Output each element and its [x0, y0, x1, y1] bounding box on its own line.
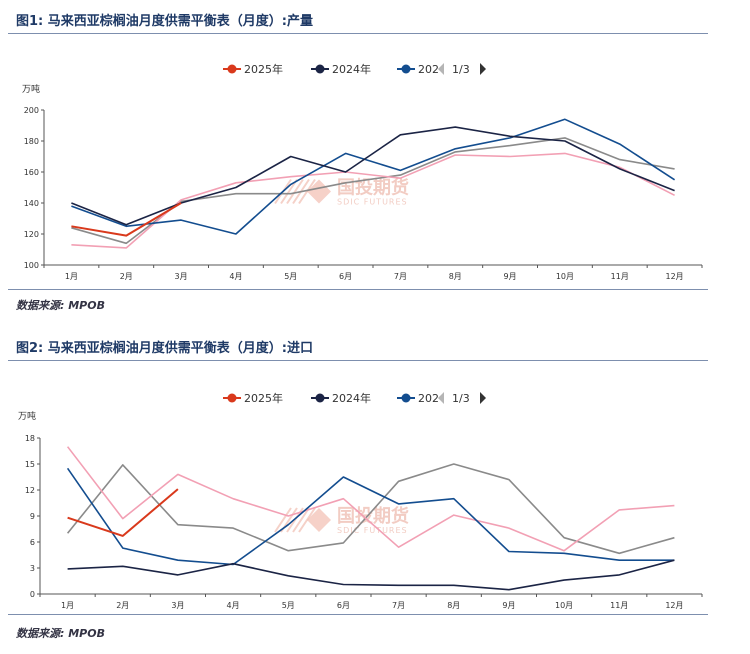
source-rule	[8, 614, 708, 615]
watermark-logo-icon	[307, 179, 331, 204]
watermark-text: 国投期货	[337, 177, 409, 199]
legend-label: 2025年	[244, 391, 283, 405]
watermark-stripe	[286, 178, 304, 205]
axes: 100 120 140 160 180 200 1月 2月 3月 4月 5月 6月 7月 8月 9月 10月 1…	[24, 106, 703, 281]
series-line	[67, 488, 179, 537]
series-line	[66, 467, 675, 566]
y-tick-label: 180	[24, 137, 39, 146]
legend-page: 1/3	[452, 63, 470, 76]
legend: 2025年 2024年 202 1/3	[223, 391, 486, 405]
watermark-stripe	[274, 507, 292, 533]
legend-marker	[401, 393, 411, 403]
legend-marker	[315, 64, 325, 74]
x-tick-label: 12月	[665, 601, 683, 610]
x-tick-label: 6月	[337, 601, 350, 610]
x-tick-label: 1月	[65, 272, 78, 281]
y-tick-label: 12	[25, 486, 35, 495]
series-line	[67, 559, 675, 591]
x-tick-label: 2月	[120, 272, 133, 281]
legend-prev-icon[interactable]	[438, 63, 444, 75]
x-tick-label: 4月	[229, 272, 242, 281]
watermark-subtext: SDIC FUTURES	[337, 526, 408, 535]
y-tick-label: 200	[24, 106, 39, 115]
legend-next-icon[interactable]	[480, 63, 486, 75]
legend-label: 202	[418, 392, 439, 405]
x-tick-label: 5月	[282, 601, 295, 610]
y-tick-label: 0	[30, 590, 35, 599]
legend-item[interactable]: 202	[397, 392, 439, 405]
y-tick-label: 120	[24, 230, 39, 239]
legend-page: 1/3	[452, 392, 470, 405]
legend-marker	[315, 393, 325, 403]
x-tick-label: 11月	[611, 272, 629, 281]
x-tick-label: 12月	[665, 272, 683, 281]
x-tick-label: 2月	[116, 601, 129, 610]
x-tick-label: 8月	[449, 272, 462, 281]
y-tick-label: 160	[24, 168, 39, 177]
x-tick-label: 10月	[556, 272, 574, 281]
title-rule	[8, 360, 708, 361]
watermark-text: 国投期货	[337, 505, 409, 527]
x-tick-label: 9月	[504, 272, 517, 281]
legend-item[interactable]: 202	[397, 63, 439, 76]
y-unit-label: 万吨	[22, 83, 40, 95]
y-tick-label: 18	[25, 434, 35, 443]
x-tick-label: 3月	[175, 272, 188, 281]
x-tick-label: 8月	[447, 601, 460, 610]
x-tick-label: 6月	[339, 272, 352, 281]
legend-item[interactable]: 2025年	[223, 62, 283, 76]
source-note: 数据来源: MPOB	[16, 627, 105, 640]
legend-label: 2024年	[332, 62, 371, 76]
x-tick-label: 9月	[502, 601, 515, 610]
x-tick-label: 4月	[227, 601, 240, 610]
x-tick-label: 11月	[610, 601, 628, 610]
figure-production: 图1: 马来西亚棕榈油月度供需平衡表（月度）:产量 2025年 2024年 202 1…	[8, 14, 708, 312]
axes: 0 3 6 9 12 15 18 1月 2月 3月 4月 5月 6月 7月 8月 9月 10月 11月 12月	[25, 434, 703, 610]
y-tick-label: 140	[24, 199, 39, 208]
watermark-stripe	[280, 178, 298, 205]
x-tick-label: 7月	[394, 272, 407, 281]
legend-next-icon[interactable]	[480, 392, 486, 404]
legend-prev-icon[interactable]	[438, 392, 444, 404]
legend-marker	[227, 393, 237, 403]
watermark-subtext: SDIC FUTURES	[337, 198, 408, 207]
legend-item[interactable]: 2025年	[223, 391, 283, 405]
x-tick-label: 7月	[392, 601, 405, 610]
legend-label: 202	[418, 63, 439, 76]
x-tick-label: 3月	[171, 601, 184, 610]
series-line	[66, 446, 675, 552]
x-tick-label: 5月	[284, 272, 297, 281]
legend-marker	[401, 64, 411, 74]
legend-label: 2025年	[244, 62, 283, 76]
x-tick-label: 10月	[555, 601, 573, 610]
legend-label: 2024年	[332, 391, 371, 405]
figure-title: 图1: 马来西亚棕榈油月度供需平衡表（月度）:产量	[16, 14, 313, 29]
x-tick-label: 1月	[61, 601, 74, 610]
legend-item[interactable]: 2024年	[311, 62, 371, 76]
y-tick-label: 6	[30, 538, 35, 547]
watermark-logo-icon	[307, 508, 331, 532]
legend-marker	[227, 64, 237, 74]
source-note: 数据来源: MPOB	[16, 299, 105, 312]
legend-item[interactable]: 2024年	[311, 391, 371, 405]
y-tick-label: 3	[30, 564, 35, 573]
figure-title: 图2: 马来西亚棕榈油月度供需平衡表（月度）:进口	[16, 341, 313, 356]
source-rule	[8, 289, 708, 290]
series-line	[66, 463, 675, 555]
y-tick-label: 9	[30, 512, 35, 521]
legend: 2025年 2024年 202 1/3	[223, 62, 486, 76]
y-tick-label: 100	[24, 261, 39, 270]
watermark-stripe	[292, 507, 310, 533]
y-tick-label: 15	[25, 460, 35, 469]
series-line	[71, 126, 675, 226]
series-line	[71, 118, 676, 235]
series-line	[71, 202, 182, 237]
y-unit-label: 万吨	[18, 410, 36, 422]
title-rule	[8, 33, 708, 34]
figure-imports: 图2: 马来西亚棕榈油月度供需平衡表（月度）:进口 2025年 2024年 202 1…	[0, 327, 750, 654]
